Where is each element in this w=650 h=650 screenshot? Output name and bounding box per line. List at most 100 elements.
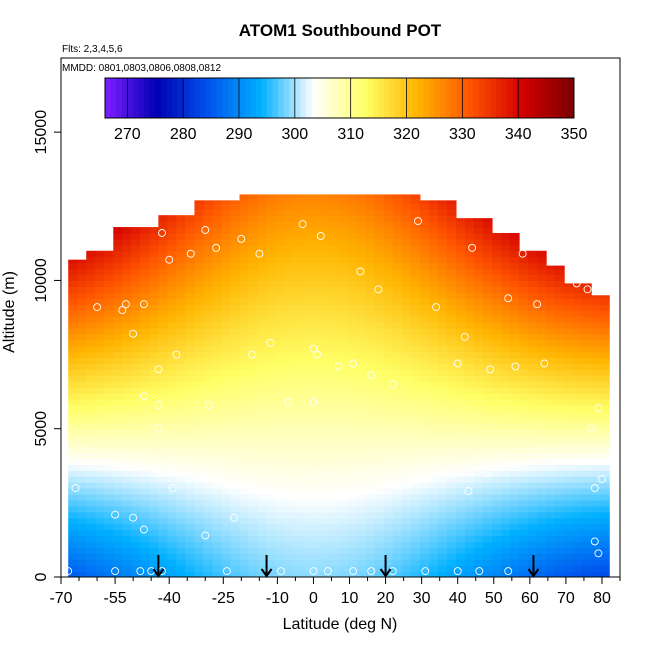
field-cell [473, 416, 484, 424]
field-cell [546, 298, 556, 305]
field-cell [410, 375, 421, 382]
field-cell [591, 381, 601, 388]
field-cell [194, 333, 205, 341]
field-cell [528, 458, 538, 465]
field-cell [392, 493, 403, 501]
field-cell [564, 517, 574, 525]
field-cell [347, 238, 358, 246]
field-cell [537, 488, 547, 495]
colorbar-swatch [512, 78, 519, 118]
field-cell [546, 304, 556, 311]
field-cell [473, 274, 484, 282]
field-cell [555, 387, 565, 394]
field-cell [564, 488, 574, 495]
field-cell [248, 446, 259, 454]
field-cell [582, 499, 592, 507]
field-cell [248, 363, 259, 370]
field-cell [365, 464, 376, 471]
field-cell [410, 298, 421, 305]
field-cell [248, 565, 259, 572]
field-cell [383, 197, 394, 204]
field-cell [122, 363, 132, 370]
field-cell [500, 369, 511, 376]
field-cell [203, 227, 214, 234]
field-cell [573, 505, 583, 513]
field-cell [491, 321, 502, 329]
sample-point [464, 487, 473, 495]
field-cell [122, 274, 132, 282]
field-cell [230, 422, 241, 430]
field-cell [230, 250, 241, 258]
field-cell [410, 470, 421, 477]
field-cell [600, 339, 610, 347]
field-cell [230, 238, 241, 246]
field-cell [122, 452, 132, 459]
field-cell [140, 571, 150, 577]
field-cell [239, 553, 250, 560]
field-cell [455, 268, 466, 276]
field-cell [86, 499, 96, 507]
field-cell [500, 238, 511, 246]
field-cell [338, 422, 349, 430]
field-cell [365, 256, 376, 264]
field-cell [293, 505, 304, 513]
field-cell [320, 250, 331, 258]
field-cell [329, 499, 340, 507]
field-cell [302, 375, 313, 382]
field-cell [392, 298, 403, 305]
field-cell [537, 298, 547, 305]
field-cell [257, 517, 268, 525]
field-cell [329, 215, 340, 222]
field-cell [221, 310, 232, 317]
field-cell [564, 393, 574, 400]
field-cell [95, 476, 105, 483]
field-cell [131, 493, 141, 501]
field-cell [86, 369, 96, 376]
colorbar-swatch [490, 78, 497, 118]
field-cell [347, 316, 358, 323]
field-cell [410, 410, 421, 418]
field-cell [149, 434, 159, 442]
field-cell [266, 416, 277, 424]
field-cell [140, 244, 150, 252]
field-cell [257, 523, 268, 531]
field-cell [374, 559, 385, 566]
field-cell [329, 422, 340, 430]
field-cell [113, 458, 123, 465]
field-cell [284, 327, 295, 335]
field-cell [77, 446, 87, 454]
field-cell [582, 434, 592, 442]
field-cell [464, 316, 475, 323]
field-cell [68, 523, 78, 531]
field-cell [320, 197, 331, 204]
field-cell [149, 452, 159, 459]
field-cell [95, 547, 105, 554]
field-cell [356, 470, 367, 477]
field-cell [374, 488, 385, 495]
field-cell [446, 238, 457, 246]
field-cell [203, 274, 214, 282]
field-cell [230, 363, 241, 370]
field-cell [104, 416, 114, 424]
field-cell [104, 381, 114, 388]
field-cell [428, 304, 439, 311]
field-cell [140, 446, 150, 454]
flight-arrows [152, 555, 540, 578]
field-cell [104, 446, 114, 454]
field-cell [365, 316, 376, 323]
field-cell [464, 464, 475, 471]
field-cell [131, 541, 141, 548]
field-cell [140, 375, 150, 382]
field-cell [365, 399, 376, 406]
field-cell [131, 232, 141, 240]
field-cell [185, 345, 196, 353]
field-cell [482, 399, 493, 406]
field-cell [77, 464, 87, 471]
field-cell [113, 547, 123, 554]
field-cell [239, 351, 250, 359]
field-cell [482, 511, 493, 519]
field-cell [113, 304, 123, 311]
field-cell [140, 238, 150, 246]
field-cell [131, 304, 141, 311]
field-cell [356, 209, 367, 216]
